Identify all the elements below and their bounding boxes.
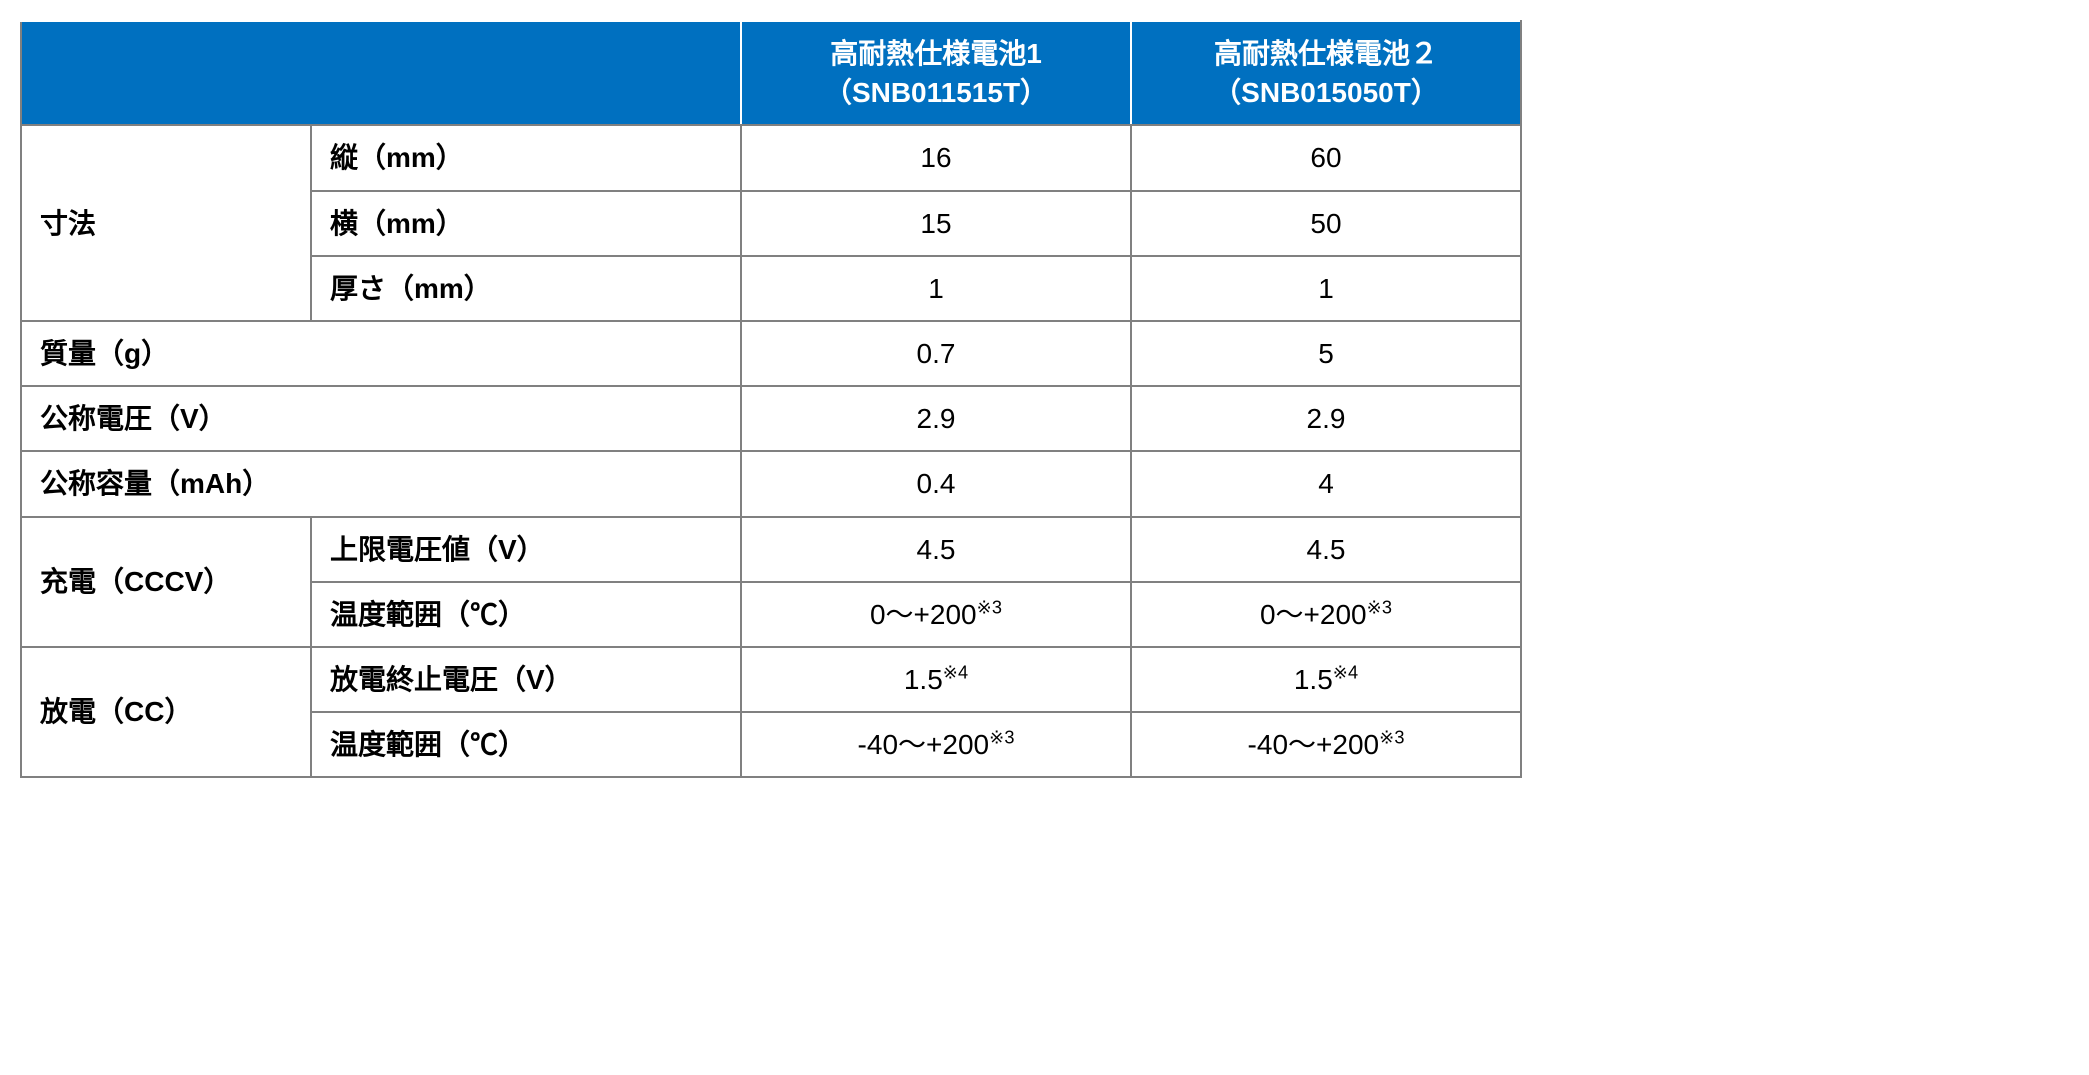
val-discharge-cutoff-v-1-main: 1.5 xyxy=(904,664,943,695)
row-mass: 質量（g） 0.7 5 xyxy=(21,321,1521,386)
val-discharge-temp-2: -40～+200※3 xyxy=(1131,712,1521,777)
header-product-1: 高耐熱仕様電池1 （SNB011515T） xyxy=(741,21,1131,125)
header-product-2-line2: （SNB015050T） xyxy=(1213,77,1439,108)
val-voltage-2: 2.9 xyxy=(1131,386,1521,451)
group-discharge: 放電（CC） xyxy=(21,647,311,777)
val-width-2: 50 xyxy=(1131,191,1521,256)
val-discharge-temp-2-main: -40～+200 xyxy=(1248,729,1380,760)
label-voltage: 公称電圧（V） xyxy=(21,386,741,451)
val-discharge-temp-1-sup: ※3 xyxy=(989,728,1014,748)
val-discharge-temp-2-sup: ※3 xyxy=(1379,728,1404,748)
val-discharge-temp-1-main: -40～+200 xyxy=(858,729,990,760)
header-empty-cell xyxy=(21,21,741,125)
val-charge-temp-1: 0～+200※3 xyxy=(741,582,1131,647)
val-discharge-temp-1: -40～+200※3 xyxy=(741,712,1131,777)
label-capacity: 公称容量（mAh） xyxy=(21,451,741,516)
val-length-1: 16 xyxy=(741,125,1131,190)
val-charge-temp-2-main: 0～+200 xyxy=(1260,599,1367,630)
val-charge-upper-v-1: 4.5 xyxy=(741,517,1131,582)
group-dimensions: 寸法 xyxy=(21,125,311,321)
label-thickness: 厚さ（mm） xyxy=(311,256,741,321)
label-charge-temp: 温度範囲（℃） xyxy=(311,582,741,647)
val-capacity-2: 4 xyxy=(1131,451,1521,516)
header-product-2-line1: 高耐熱仕様電池２ xyxy=(1214,38,1438,69)
val-charge-temp-1-sup: ※3 xyxy=(977,597,1002,617)
header-product-2: 高耐熱仕様電池２ （SNB015050T） xyxy=(1131,21,1521,125)
val-mass-1: 0.7 xyxy=(741,321,1131,386)
label-width: 横（mm） xyxy=(311,191,741,256)
header-row: 高耐熱仕様電池1 （SNB011515T） 高耐熱仕様電池２ （SNB01505… xyxy=(21,21,1521,125)
val-thickness-2: 1 xyxy=(1131,256,1521,321)
header-product-1-line2: （SNB011515T） xyxy=(824,77,1048,108)
row-charge-upper-v: 充電（CCCV） 上限電圧値（V） 4.5 4.5 xyxy=(21,517,1521,582)
label-charge-upper-v: 上限電圧値（V） xyxy=(311,517,741,582)
val-thickness-1: 1 xyxy=(741,256,1131,321)
val-discharge-cutoff-v-2-sup: ※4 xyxy=(1333,663,1358,683)
val-charge-temp-2: 0～+200※3 xyxy=(1131,582,1521,647)
val-charge-temp-1-main: 0～+200 xyxy=(870,599,977,630)
label-discharge-temp: 温度範囲（℃） xyxy=(311,712,741,777)
val-mass-2: 5 xyxy=(1131,321,1521,386)
val-voltage-1: 2.9 xyxy=(741,386,1131,451)
row-capacity: 公称容量（mAh） 0.4 4 xyxy=(21,451,1521,516)
label-mass: 質量（g） xyxy=(21,321,741,386)
val-capacity-1: 0.4 xyxy=(741,451,1131,516)
header-product-1-line1: 高耐熱仕様電池1 xyxy=(830,38,1042,69)
spec-table: 高耐熱仕様電池1 （SNB011515T） 高耐熱仕様電池２ （SNB01505… xyxy=(20,20,1522,778)
val-discharge-cutoff-v-2: 1.5※4 xyxy=(1131,647,1521,712)
label-discharge-cutoff-v: 放電終止電圧（V） xyxy=(311,647,741,712)
val-charge-upper-v-2: 4.5 xyxy=(1131,517,1521,582)
val-charge-temp-2-sup: ※3 xyxy=(1367,597,1392,617)
group-charge: 充電（CCCV） xyxy=(21,517,311,647)
label-length: 縦（mm） xyxy=(311,125,741,190)
val-discharge-cutoff-v-2-main: 1.5 xyxy=(1294,664,1333,695)
val-discharge-cutoff-v-1-sup: ※4 xyxy=(943,663,968,683)
row-voltage: 公称電圧（V） 2.9 2.9 xyxy=(21,386,1521,451)
val-width-1: 15 xyxy=(741,191,1131,256)
row-length: 寸法 縦（mm） 16 60 xyxy=(21,125,1521,190)
val-length-2: 60 xyxy=(1131,125,1521,190)
row-discharge-cutoff-v: 放電（CC） 放電終止電圧（V） 1.5※4 1.5※4 xyxy=(21,647,1521,712)
val-discharge-cutoff-v-1: 1.5※4 xyxy=(741,647,1131,712)
